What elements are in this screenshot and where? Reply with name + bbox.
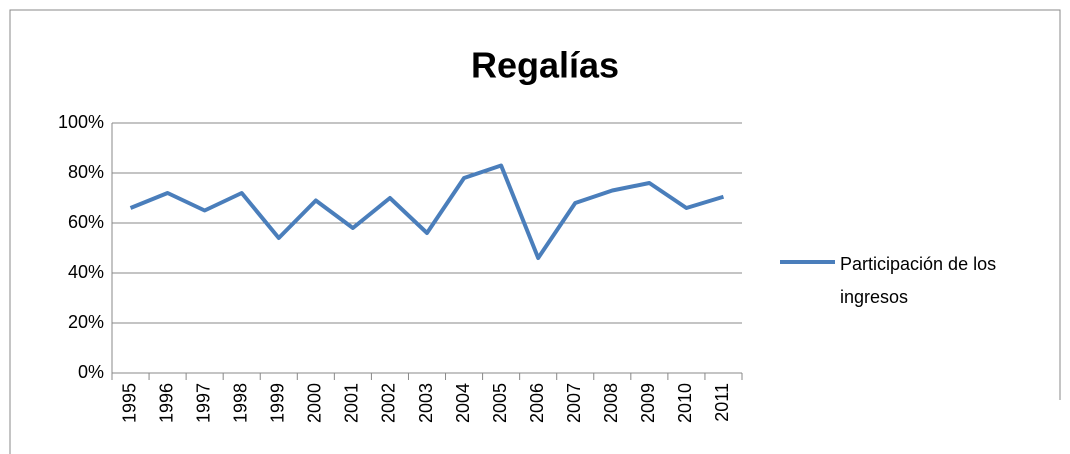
x-tick-label: 2010: [675, 383, 695, 423]
data-line: [129, 163, 725, 260]
chart-title: Regalías: [471, 45, 619, 86]
x-tick-label: 2009: [638, 383, 658, 423]
legend-label: Participación de los ingresos: [840, 254, 997, 307]
x-tick-label: 1997: [193, 383, 213, 423]
y-tick-label: 20%: [68, 312, 104, 332]
y-tick-label: 60%: [68, 212, 104, 232]
x-tick-label: 1998: [230, 383, 250, 423]
x-tick-label: 2001: [342, 383, 362, 423]
x-tick-label: 2008: [601, 383, 621, 423]
x-tick-label: 2006: [527, 383, 547, 423]
x-tick-label: 2000: [305, 383, 325, 423]
y-tick-label: 80%: [68, 162, 104, 182]
x-tick-label: 2002: [379, 383, 399, 423]
x-tick-label: 1995: [119, 383, 139, 423]
x-tick-label: 2004: [453, 383, 473, 423]
chart-border: [9, 9, 1061, 454]
y-tick-label: 0%: [78, 362, 104, 382]
x-tick-label: 1996: [156, 383, 176, 423]
x-tick-label: 2011: [712, 383, 732, 422]
y-tick-label: 40%: [68, 262, 104, 282]
x-tick-label: 1999: [268, 383, 288, 423]
x-tick-label: 2003: [416, 383, 436, 423]
x-tick-label: 2005: [490, 383, 510, 423]
y-tick-label: 100%: [58, 112, 104, 132]
x-tick-label: 2007: [564, 383, 584, 423]
